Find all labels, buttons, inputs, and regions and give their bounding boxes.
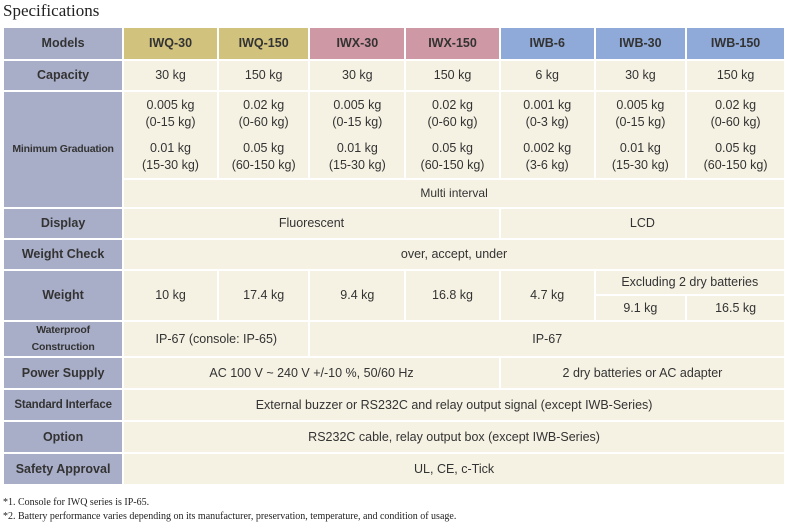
capacity-value: 30 kg [595, 61, 686, 90]
waterproof-value: IP-67 [310, 322, 784, 356]
weight-check-label: Weight Check [4, 240, 123, 269]
model-iwb-30: IWB-30 [595, 28, 686, 59]
model-iwb-150: IWB-150 [687, 28, 784, 59]
weight-check-value: over, accept, under [124, 240, 784, 269]
interface-value: External buzzer or RS232C and relay outp… [124, 390, 784, 420]
min-grad-cell: 0.005 kg (0-15 kg) 0.01 kg (15-30 kg) [595, 92, 686, 178]
min-grad-cell: 0.005 kg (0-15 kg) 0.01 kg (15-30 kg) [310, 92, 405, 178]
weight-value: 16.5 kg [687, 296, 784, 320]
multi-interval-note: Multi interval [124, 180, 784, 207]
min-grad-row: Minimum Graduation 0.005 kg (0-15 kg) 0.01… [4, 92, 784, 207]
display-label: Display [4, 209, 123, 238]
weight-value: 16.8 kg [406, 271, 499, 320]
model-iwb-6: IWB-6 [500, 28, 594, 59]
min-grad-cell: 0.02 kg (0-60 kg) 0.05 kg (60-150 kg) [406, 92, 499, 178]
excluding-batteries-note: Excluding 2 dry batteries [595, 271, 784, 294]
safety-value: UL, CE, c-Tick [124, 454, 784, 484]
multi-interval-row: Multi interval [4, 180, 784, 207]
models-label: Models [4, 28, 123, 59]
capacity-value: 150 kg [406, 61, 499, 90]
weight-row: Weight 10 kg 17.4 kg 9.4 kg 16.8 kg 4.7 … [4, 271, 784, 320]
min-grad-label: Minimum Graduation [4, 92, 123, 207]
capacity-value: 150 kg [218, 61, 309, 90]
power-label: Power Supply [4, 358, 123, 388]
power-battery: 2 dry batteries or AC adapter [500, 358, 784, 388]
model-iwx-150: IWX-150 [406, 28, 499, 59]
min-grad-cell: 0.001 kg (0-3 kg) 0.002 kg (3-6 kg) [500, 92, 594, 178]
display-lcd: LCD [500, 209, 784, 238]
power-ac: AC 100 V ~ 240 V +/-10 %, 50/60 Hz [124, 358, 499, 388]
weight-value: 9.4 kg [310, 271, 405, 320]
option-label: Option [4, 422, 123, 452]
weight-value: 17.4 kg [218, 271, 309, 320]
capacity-row: Capacity 30 kg 150 kg 30 kg 150 kg 6 kg … [4, 61, 784, 90]
weight-check-row: Weight Check over, accept, under [4, 240, 784, 269]
capacity-value: 6 kg [500, 61, 594, 90]
display-fluorescent: Fluorescent [124, 209, 499, 238]
model-iwx-30: IWX-30 [310, 28, 405, 59]
spec-table: Models IWQ-30 IWQ-150 IWX-30 IWX-150 IWB… [2, 26, 786, 486]
option-row: Option RS232C cable, relay output box (e… [4, 422, 784, 452]
model-iwq-30: IWQ-30 [124, 28, 217, 59]
min-grad-cell: 0.02 kg (0-60 kg) 0.05 kg (60-150 kg) [218, 92, 309, 178]
waterproof-row: Waterproof Construction IP-67 (console: … [4, 322, 784, 356]
weight-value: 4.7 kg [500, 271, 594, 320]
min-grad-cell: 0.02 kg (0-60 kg) 0.05 kg (60-150 kg) [687, 92, 784, 178]
model-iwq-150: IWQ-150 [218, 28, 309, 59]
footnote-2: *2. Battery performance varies depending… [3, 511, 457, 522]
option-value: RS232C cable, relay output box (except I… [124, 422, 784, 452]
capacity-value: 30 kg [310, 61, 405, 90]
models-row: Models IWQ-30 IWQ-150 IWX-30 IWX-150 IWB… [4, 28, 784, 59]
capacity-value: 30 kg [124, 61, 217, 90]
weight-label: Weight [4, 271, 123, 320]
waterproof-label: Waterproof Construction [4, 322, 123, 356]
page-title: Specifications [3, 1, 100, 20]
display-row: Display Fluorescent LCD [4, 209, 784, 238]
power-row: Power Supply AC 100 V ~ 240 V +/-10 %, 5… [4, 358, 784, 388]
capacity-label: Capacity [4, 61, 123, 90]
interface-row: Standard Interface External buzzer or RS… [4, 390, 784, 420]
min-grad-cell: 0.005 kg (0-15 kg) 0.01 kg (15-30 kg) [124, 92, 217, 178]
weight-value: 10 kg [124, 271, 217, 320]
weight-sub-row: 9.1 kg 16.5 kg [4, 296, 784, 320]
footnote-1: *1. Console for IWQ series is IP-65. [3, 497, 150, 508]
interface-label: Standard Interface [4, 390, 123, 420]
safety-row: Safety Approval UL, CE, c-Tick [4, 454, 784, 484]
weight-value: 9.1 kg [595, 296, 686, 320]
safety-label: Safety Approval [4, 454, 123, 484]
capacity-value: 150 kg [687, 61, 784, 90]
waterproof-value-iwq: IP-67 (console: IP-65) [124, 322, 309, 356]
